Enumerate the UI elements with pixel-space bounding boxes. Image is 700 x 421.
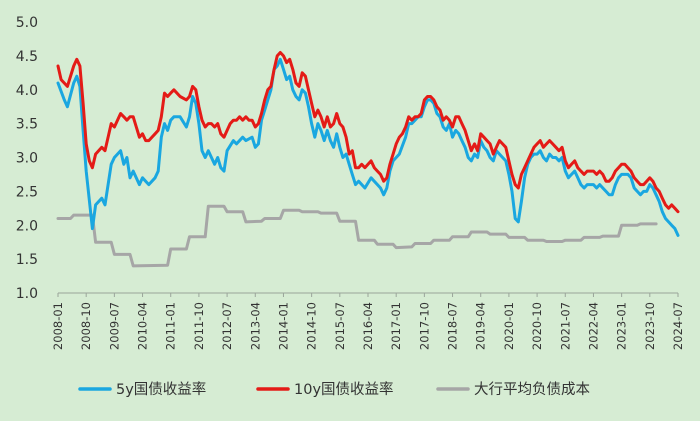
x-tick-label: 2013-04 [248,302,262,350]
x-tick-label: 2009-07 [107,302,121,350]
x-tick-label: 2017-01 [389,302,403,350]
legend-label-2: 大行平均负债成本 [474,381,590,398]
y-tick-label: 5.0 [16,15,38,31]
y-tick-label: 4.5 [16,49,38,65]
x-tick-label: 2011-01 [164,302,178,350]
x-tick-label: 2014-10 [305,302,319,350]
x-tick-label: 2011-10 [192,302,206,350]
x-tick-label: 2012-07 [220,302,234,350]
x-tick-label: 2018-07 [446,302,460,350]
x-tick-label: 2020-01 [502,302,516,350]
x-tick-label: 2022-04 [586,302,600,350]
x-tick-label: 2023-10 [643,302,657,350]
legend: 5y国债收益率 10y国债收益率 大行平均负债成本 [78,381,590,398]
y-tick-label: 4.0 [16,83,38,99]
x-tick-label: 2008-01 [51,302,65,350]
x-tick-label: 2015-07 [333,302,347,350]
series-line-2 [56,204,658,268]
y-axis-ticks: 1.0 1.5 2.0 2.5 3.0 3.5 4.0 4.5 5.0 [16,15,38,302]
x-tick-label: 2021-07 [558,302,572,350]
x-tick-label: 2017-10 [417,302,431,350]
series-line-1 [56,51,680,214]
y-tick-label: 3.5 [16,117,38,133]
series-line-0 [56,57,680,237]
x-tick-label: 2008-10 [79,302,93,350]
x-tick-label: 2019-04 [474,302,488,350]
y-tick-label: 1.0 [16,286,38,302]
x-tick-label: 2024-07 [671,302,685,350]
legend-label-1: 10y国债收益率 [294,381,394,398]
x-axis-ticks: 2008-01 2008-10 2009-07 2010-04 2011-01 2011-… [51,293,685,350]
series-layer [56,51,680,268]
x-tick-label: 2020-10 [530,302,544,350]
y-tick-label: 3.0 [16,151,38,167]
x-tick-label: 2010-04 [136,302,150,350]
y-tick-label: 2.0 [16,218,38,234]
y-tick-label: 2.5 [16,184,38,200]
y-tick-label: 1.5 [16,252,38,268]
legend-label-0: 5y国债收益率 [116,381,206,398]
x-tick-label: 2016-04 [361,302,375,350]
x-tick-label: 2014-01 [276,302,290,350]
x-tick-label: 2023-01 [615,302,629,350]
